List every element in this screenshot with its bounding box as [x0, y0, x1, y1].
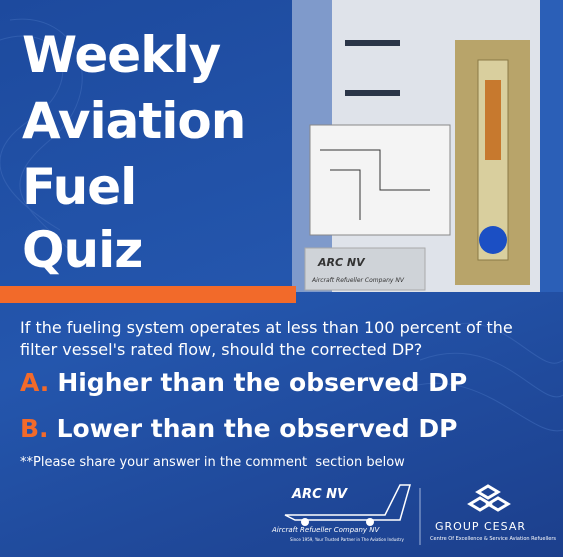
option-text: Lower than the observed DP	[56, 414, 458, 443]
name-plate	[304, 247, 426, 291]
option-letter: B.	[20, 414, 49, 443]
cesar-icon	[467, 484, 511, 512]
option: A. Higher than the observed DP	[20, 368, 467, 397]
arc-tagline: Since 1959, Your Trusted Partner in The …	[290, 537, 404, 542]
title-line: Weekly	[22, 26, 221, 84]
title-line: Quiz	[22, 221, 143, 279]
truck-icon	[284, 484, 411, 521]
accent-bar	[0, 286, 296, 303]
title-line: Fuel	[22, 158, 137, 216]
question-line: filter vessel's rated flow, should the c…	[20, 340, 423, 359]
plate-brand: ARC NV	[318, 256, 365, 269]
arc-brand: ARC NV	[292, 487, 348, 502]
cesar-brand: GROUP CESAR	[435, 520, 526, 533]
question-line: If the fueling system operates at less t…	[20, 318, 513, 337]
option-letter: A.	[20, 368, 50, 397]
title-line: Aviation	[22, 92, 246, 150]
option: B. Lower than the observed DP	[20, 414, 457, 443]
option-text: Higher than the observed DP	[57, 368, 468, 397]
note: **Please share your answer in the commen…	[20, 455, 405, 470]
arc-name: Aircraft Refueller Company NV	[272, 526, 380, 534]
cesar-tagline: Centre Of Excellence & Service Aviation …	[430, 536, 556, 542]
plate-name: Aircraft Refueller Company NV	[312, 277, 404, 284]
